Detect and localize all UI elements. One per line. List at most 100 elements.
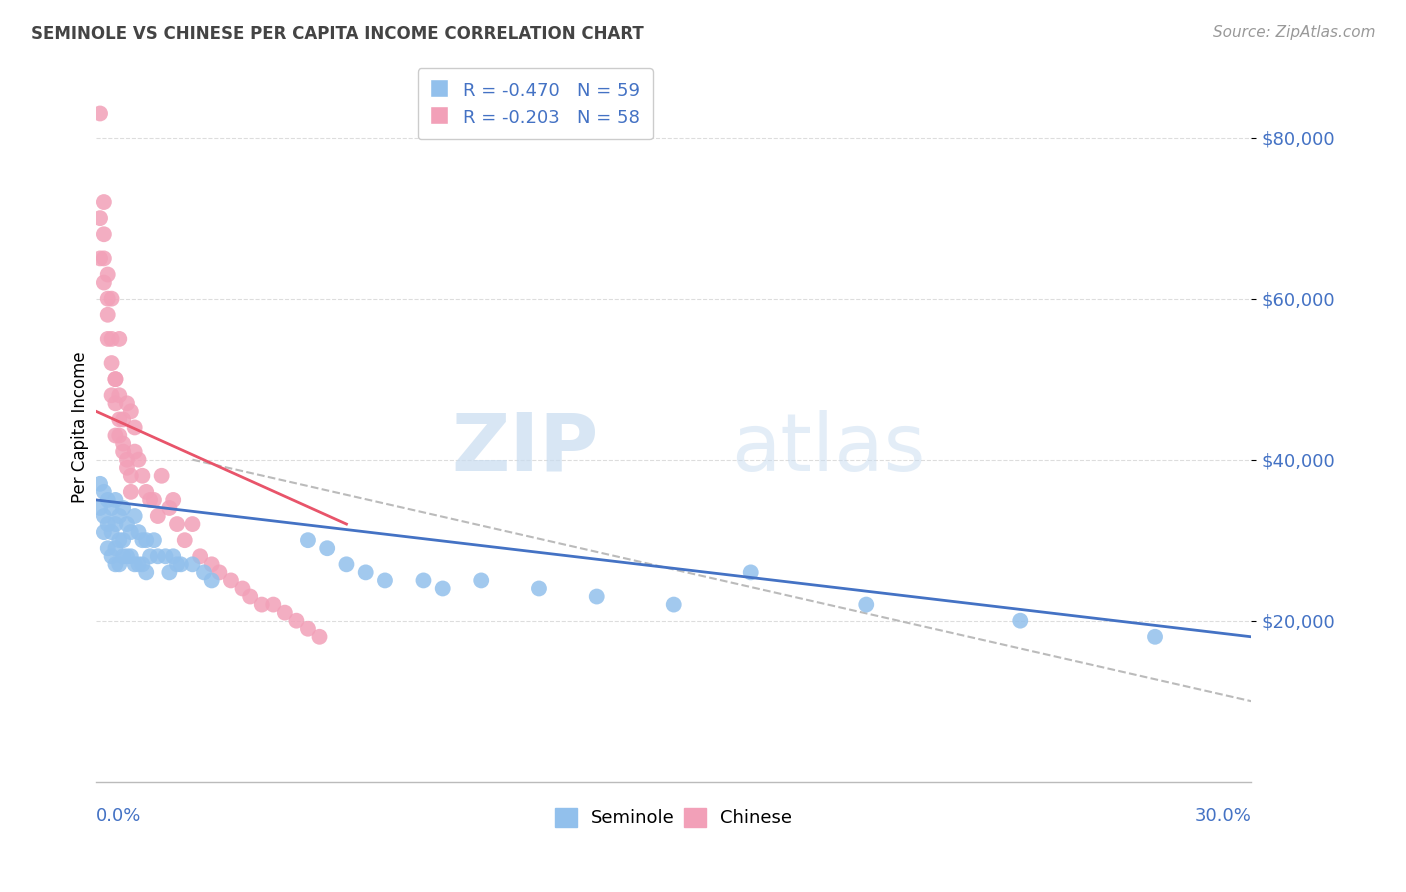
Point	[250, 598, 273, 612]
Point	[201, 574, 224, 588]
Point	[142, 533, 165, 548]
Point	[231, 582, 253, 596]
Point	[115, 396, 138, 410]
Point	[135, 566, 157, 580]
Point	[585, 590, 607, 604]
Point	[527, 582, 550, 596]
Text: Source: ZipAtlas.com: Source: ZipAtlas.com	[1212, 25, 1375, 40]
Point	[162, 492, 184, 507]
Point	[112, 533, 135, 548]
Point	[120, 404, 142, 418]
Point	[308, 630, 330, 644]
Point	[108, 428, 131, 442]
Point	[131, 558, 153, 572]
Point	[432, 582, 454, 596]
Point	[297, 622, 319, 636]
Text: 30.0%: 30.0%	[1195, 806, 1251, 825]
Point	[181, 517, 204, 532]
Point	[100, 549, 122, 564]
Point	[108, 388, 131, 402]
Point	[93, 509, 115, 524]
Point	[219, 574, 242, 588]
Point	[124, 444, 146, 458]
Point	[100, 388, 122, 402]
Point	[662, 598, 685, 612]
Point	[97, 517, 120, 532]
Point	[193, 566, 215, 580]
Point	[97, 308, 120, 322]
Point	[120, 525, 142, 540]
Point	[115, 549, 138, 564]
Point	[104, 396, 127, 410]
Point	[93, 252, 115, 266]
Point	[124, 558, 146, 572]
Point	[170, 558, 193, 572]
Point	[139, 549, 162, 564]
Point	[89, 500, 111, 515]
Point	[104, 517, 127, 532]
Point	[104, 541, 127, 556]
Point	[166, 517, 188, 532]
Point	[335, 558, 357, 572]
Point	[108, 558, 131, 572]
Text: atlas: atlas	[731, 409, 927, 488]
Point	[262, 598, 284, 612]
Point	[89, 211, 111, 226]
Point	[100, 292, 122, 306]
Point	[146, 549, 169, 564]
Point	[162, 549, 184, 564]
Point	[97, 541, 120, 556]
Point	[104, 492, 127, 507]
Point	[112, 549, 135, 564]
Point	[115, 452, 138, 467]
Point	[285, 614, 308, 628]
Point	[97, 492, 120, 507]
Point	[120, 468, 142, 483]
Point	[100, 332, 122, 346]
Point	[374, 574, 396, 588]
Point	[93, 484, 115, 499]
Point	[97, 332, 120, 346]
Point	[120, 484, 142, 499]
Point	[181, 558, 204, 572]
Point	[1144, 630, 1167, 644]
Point	[104, 428, 127, 442]
Point	[89, 476, 111, 491]
Point	[135, 484, 157, 499]
Point	[108, 533, 131, 548]
Text: ZIP: ZIP	[451, 409, 599, 488]
Point	[139, 492, 162, 507]
Point	[354, 566, 377, 580]
Point	[89, 252, 111, 266]
Point	[112, 412, 135, 426]
Point	[239, 590, 262, 604]
Point	[112, 436, 135, 450]
Text: 0.0%: 0.0%	[96, 806, 142, 825]
Point	[316, 541, 339, 556]
Point	[157, 566, 180, 580]
Point	[108, 509, 131, 524]
Point	[173, 533, 195, 548]
Point	[297, 533, 319, 548]
Point	[470, 574, 492, 588]
Point	[412, 574, 434, 588]
Point	[97, 268, 120, 282]
Point	[135, 533, 157, 548]
Point	[112, 444, 135, 458]
Point	[128, 558, 150, 572]
Point	[97, 292, 120, 306]
Point	[93, 276, 115, 290]
Point	[166, 558, 188, 572]
Point	[124, 420, 146, 434]
Point	[112, 500, 135, 515]
Point	[150, 468, 173, 483]
Point	[855, 598, 877, 612]
Point	[100, 356, 122, 370]
Point	[208, 566, 231, 580]
Point	[115, 517, 138, 532]
Point	[108, 412, 131, 426]
Point	[104, 372, 127, 386]
Point	[104, 372, 127, 386]
Point	[100, 500, 122, 515]
Point	[115, 460, 138, 475]
